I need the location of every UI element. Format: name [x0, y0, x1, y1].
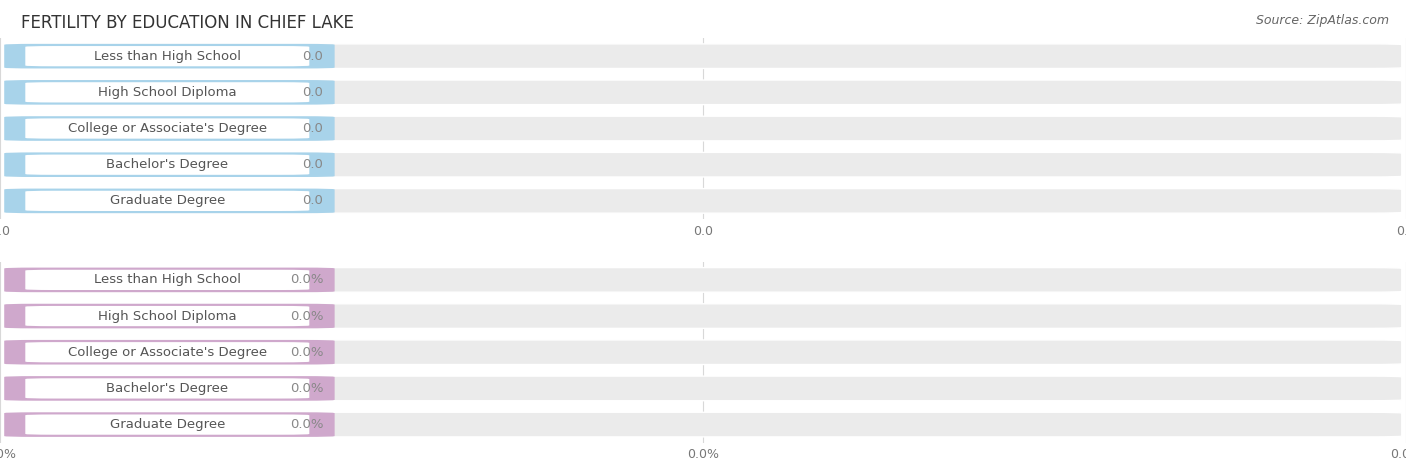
FancyBboxPatch shape: [25, 119, 309, 139]
Text: 0.0%: 0.0%: [290, 309, 323, 323]
Text: 0.0: 0.0: [302, 122, 323, 135]
Text: High School Diploma: High School Diploma: [98, 309, 236, 323]
FancyBboxPatch shape: [4, 188, 1402, 213]
FancyBboxPatch shape: [4, 340, 1402, 365]
FancyBboxPatch shape: [4, 80, 1402, 105]
FancyBboxPatch shape: [25, 155, 309, 175]
FancyBboxPatch shape: [4, 412, 335, 437]
Text: Graduate Degree: Graduate Degree: [110, 418, 225, 431]
FancyBboxPatch shape: [25, 82, 309, 102]
FancyBboxPatch shape: [4, 80, 335, 105]
FancyBboxPatch shape: [25, 46, 309, 66]
FancyBboxPatch shape: [4, 412, 1402, 437]
FancyBboxPatch shape: [4, 268, 335, 292]
FancyBboxPatch shape: [4, 116, 335, 141]
Text: 0.0: 0.0: [302, 194, 323, 208]
FancyBboxPatch shape: [4, 304, 1402, 328]
Text: Less than High School: Less than High School: [94, 273, 240, 287]
Text: Graduate Degree: Graduate Degree: [110, 194, 225, 208]
Text: Less than High School: Less than High School: [94, 50, 240, 63]
Text: High School Diploma: High School Diploma: [98, 86, 236, 99]
FancyBboxPatch shape: [25, 342, 309, 362]
FancyBboxPatch shape: [4, 376, 335, 401]
FancyBboxPatch shape: [25, 191, 309, 211]
FancyBboxPatch shape: [4, 44, 1402, 69]
FancyBboxPatch shape: [4, 376, 1402, 401]
Text: 0.0: 0.0: [302, 158, 323, 171]
Text: College or Associate's Degree: College or Associate's Degree: [67, 346, 267, 359]
Text: 0.0: 0.0: [302, 50, 323, 63]
FancyBboxPatch shape: [4, 152, 1402, 177]
FancyBboxPatch shape: [4, 340, 335, 365]
FancyBboxPatch shape: [4, 188, 335, 213]
FancyBboxPatch shape: [4, 44, 335, 69]
FancyBboxPatch shape: [4, 268, 1402, 292]
Text: Bachelor's Degree: Bachelor's Degree: [107, 158, 228, 171]
Text: 0.0: 0.0: [302, 86, 323, 99]
FancyBboxPatch shape: [4, 152, 335, 177]
FancyBboxPatch shape: [25, 306, 309, 326]
FancyBboxPatch shape: [4, 116, 1402, 141]
FancyBboxPatch shape: [25, 270, 309, 290]
Text: Source: ZipAtlas.com: Source: ZipAtlas.com: [1256, 14, 1389, 27]
Text: FERTILITY BY EDUCATION IN CHIEF LAKE: FERTILITY BY EDUCATION IN CHIEF LAKE: [21, 14, 354, 32]
Text: 0.0%: 0.0%: [290, 382, 323, 395]
FancyBboxPatch shape: [4, 304, 335, 328]
FancyBboxPatch shape: [25, 415, 309, 435]
Text: Bachelor's Degree: Bachelor's Degree: [107, 382, 228, 395]
Text: 0.0%: 0.0%: [290, 273, 323, 287]
Text: 0.0%: 0.0%: [290, 346, 323, 359]
Text: 0.0%: 0.0%: [290, 418, 323, 431]
Text: College or Associate's Degree: College or Associate's Degree: [67, 122, 267, 135]
FancyBboxPatch shape: [25, 378, 309, 398]
